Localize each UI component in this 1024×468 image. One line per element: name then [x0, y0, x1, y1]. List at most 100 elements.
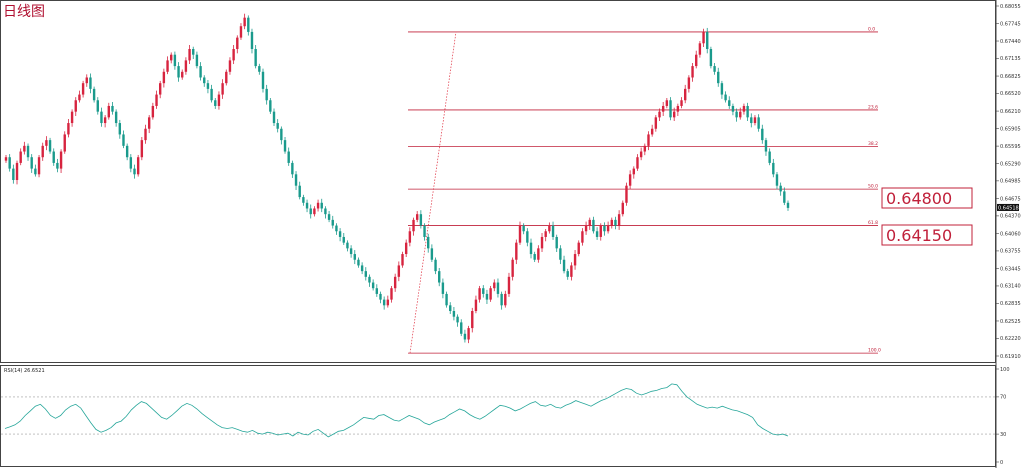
candle-body — [342, 236, 345, 243]
callout-0648: 0.64800 — [881, 187, 973, 209]
candle-body — [162, 71, 166, 84]
price-tick-label: 0.65290 — [1000, 161, 1021, 167]
candle-body — [52, 151, 55, 163]
candle-body — [390, 288, 393, 300]
candle-body — [45, 140, 48, 146]
callout-06415-text: 0.64150 — [886, 226, 952, 245]
candle-body — [430, 248, 434, 260]
candlesticks — [4, 13, 790, 344]
candle-body — [346, 242, 349, 249]
candle-body — [706, 31, 709, 50]
candle-body — [551, 225, 555, 237]
candle-body — [595, 231, 599, 237]
price-panel-frame — [0, 0, 996, 363]
candle-body — [702, 31, 705, 44]
candle-body — [555, 236, 558, 249]
price-tick-label: 0.63140 — [1000, 284, 1021, 290]
candle-body — [537, 248, 540, 260]
candle-body — [217, 94, 221, 106]
candle-body — [85, 77, 88, 84]
candle-body — [684, 88, 687, 101]
candle-body — [287, 151, 290, 163]
candle-body — [562, 259, 566, 272]
candle-body — [680, 100, 683, 106]
price-tick-label: 0.67440 — [1000, 39, 1021, 45]
candle-body — [136, 157, 140, 175]
candle-body — [23, 145, 26, 152]
candle-body — [724, 94, 727, 101]
candle-body — [254, 49, 257, 67]
candle-body — [129, 157, 133, 169]
candle-body — [30, 157, 33, 169]
price-tick-label: 0.64985 — [1000, 179, 1021, 185]
candle-body — [316, 202, 320, 209]
candle-body — [753, 117, 757, 124]
candle-body — [221, 83, 224, 95]
candle-body — [8, 157, 11, 169]
fib-level-label: 100.0 — [868, 348, 881, 354]
candle-body — [746, 105, 749, 118]
price-tick-label: 0.62835 — [1000, 301, 1021, 307]
candle-body — [665, 100, 669, 106]
candle-body — [599, 225, 602, 237]
candle-body — [92, 88, 96, 101]
candle-body — [368, 276, 371, 283]
candle-body — [338, 231, 342, 237]
candle-body — [294, 174, 298, 186]
candle-body — [731, 105, 735, 112]
candle-body — [661, 105, 665, 112]
candle-body — [621, 202, 624, 215]
candle-body — [559, 248, 562, 260]
candle-body — [59, 151, 63, 169]
candle-body — [114, 111, 118, 124]
candle-body — [81, 83, 85, 95]
candle-body — [698, 43, 702, 55]
candle-body — [111, 105, 114, 112]
candle-body — [107, 105, 110, 118]
candle-body — [526, 231, 529, 243]
candle-body — [761, 128, 764, 141]
fib-level-label: 23.6 — [868, 104, 878, 110]
candle-body — [26, 145, 30, 158]
candle-body — [188, 49, 191, 61]
candle-body — [617, 214, 621, 226]
candle-body — [70, 111, 74, 124]
candle-body — [379, 293, 382, 300]
candle-body — [177, 66, 180, 78]
candle-body — [151, 105, 155, 118]
current-price-tag: 0.64518 — [997, 203, 1019, 211]
candle-body — [78, 94, 81, 101]
chart-title: 日线图 — [3, 4, 45, 20]
candle-body — [584, 225, 588, 232]
candle-body — [67, 123, 70, 135]
candle-body — [750, 117, 753, 124]
candle-body — [474, 299, 478, 312]
candle-body — [140, 140, 144, 158]
candle-body — [713, 66, 716, 72]
candle-body — [647, 134, 650, 146]
candle-body — [632, 168, 636, 175]
candle-body — [360, 265, 364, 272]
candle-body — [636, 157, 639, 169]
price-tick-label: 0.65905 — [1000, 126, 1021, 132]
candle-body — [357, 259, 360, 266]
candle-body — [735, 111, 738, 118]
candle-body — [408, 231, 412, 243]
candle-body — [544, 231, 547, 237]
rsi-title: RSI(14) 26.6521 — [4, 368, 45, 374]
fib-level-label: 0.0 — [868, 26, 875, 32]
candle-body — [247, 17, 250, 32]
candle-body — [775, 174, 779, 186]
candle-body — [225, 71, 228, 84]
candle-body — [63, 134, 66, 152]
candle-body — [195, 54, 199, 67]
candle-body — [445, 293, 448, 306]
candle-body — [772, 162, 775, 175]
candle-body — [147, 117, 151, 129]
candle-body — [493, 282, 496, 289]
candle-body — [335, 225, 338, 232]
candle-body — [166, 60, 169, 72]
candle-body — [353, 254, 356, 260]
candle-body — [276, 123, 279, 129]
candle-body — [757, 117, 760, 129]
